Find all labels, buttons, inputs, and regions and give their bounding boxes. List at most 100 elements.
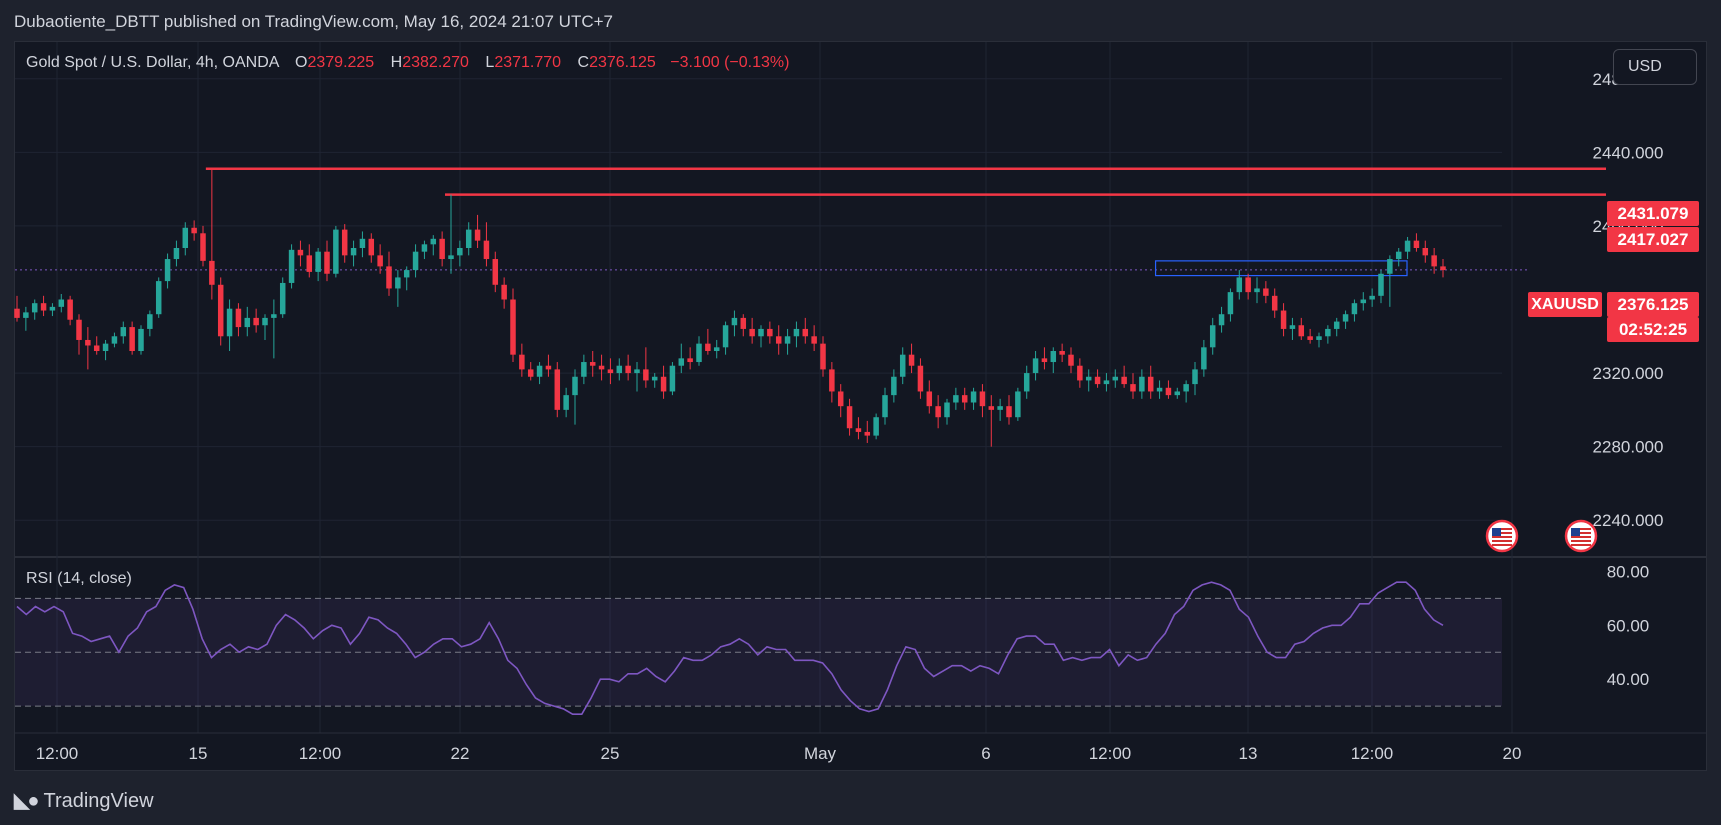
candle-body xyxy=(651,376,658,381)
candle xyxy=(120,321,127,344)
candle xyxy=(1103,373,1110,392)
high-value: 2382.270 xyxy=(402,54,469,71)
current-price-tag: 2376.125 xyxy=(1607,292,1699,317)
candle xyxy=(200,225,206,267)
us-flag-event-icon[interactable] xyxy=(1564,519,1598,553)
candle-body xyxy=(1209,325,1216,348)
candle xyxy=(607,358,614,385)
candle-body xyxy=(341,229,348,256)
candle-body xyxy=(758,328,764,337)
candle-body xyxy=(616,365,623,374)
candle xyxy=(1112,369,1119,388)
flag-stripe xyxy=(1571,544,1591,546)
candle xyxy=(820,336,826,377)
candle-body xyxy=(386,266,392,289)
candle xyxy=(1325,325,1331,344)
candle-body xyxy=(1139,376,1145,392)
candle xyxy=(1360,292,1367,311)
candle xyxy=(811,325,817,351)
chart-frame[interactable] xyxy=(14,41,1707,771)
candle-body xyxy=(1271,295,1278,311)
candle xyxy=(359,231,366,258)
candle-body xyxy=(581,362,587,377)
time-axis-label: 13 xyxy=(1239,744,1258,763)
candle xyxy=(873,413,879,440)
candle-body xyxy=(1068,354,1074,366)
candle-body xyxy=(1431,255,1437,267)
candle-body xyxy=(545,365,552,370)
candle-body xyxy=(138,328,144,351)
candle xyxy=(1298,317,1305,340)
candle xyxy=(837,384,844,418)
candle xyxy=(1280,303,1287,337)
candle xyxy=(67,295,73,326)
candle-body xyxy=(1413,240,1420,248)
candle xyxy=(155,277,162,318)
candle xyxy=(651,373,658,388)
grid-lines xyxy=(15,42,1706,734)
candle-body xyxy=(271,314,277,318)
low-label: L xyxy=(485,54,495,71)
us-flag-event-icon[interactable] xyxy=(1485,519,1519,553)
candle xyxy=(1209,317,1216,355)
candle-body xyxy=(1289,325,1296,329)
rsi-line xyxy=(16,581,1444,715)
low-value: 2371.770 xyxy=(494,54,562,71)
candle xyxy=(634,362,640,392)
candle-body xyxy=(333,229,339,274)
candle xyxy=(1174,387,1181,399)
candle-body xyxy=(1325,328,1331,337)
candle-body xyxy=(891,376,897,396)
flag-stripe xyxy=(1492,544,1512,546)
candle-body xyxy=(306,255,313,272)
candle xyxy=(1059,343,1065,363)
candle-body xyxy=(350,248,357,256)
candlestick-series xyxy=(14,168,1446,447)
flag-stripe xyxy=(1492,532,1512,534)
candle xyxy=(412,244,419,278)
rsi-series xyxy=(16,581,1444,715)
currency-button[interactable]: USD xyxy=(1613,49,1697,85)
rsi-indicator-label[interactable]: RSI (14, close) xyxy=(26,570,132,587)
candle xyxy=(687,347,693,370)
candle-body xyxy=(687,358,693,363)
candle-body xyxy=(200,233,206,261)
candle-body xyxy=(67,299,73,320)
candle-body xyxy=(793,328,800,337)
close-label: C xyxy=(577,54,590,71)
candle xyxy=(1023,365,1030,399)
candle-body xyxy=(457,248,463,256)
time-axis-label: 22 xyxy=(451,744,470,763)
candle-body xyxy=(412,251,419,271)
candle-body xyxy=(935,406,941,418)
candle xyxy=(217,277,224,346)
candle-body xyxy=(1280,310,1287,329)
candle-body xyxy=(873,417,879,436)
candle xyxy=(722,321,729,355)
candle xyxy=(767,321,773,344)
candle-body xyxy=(297,249,304,256)
candle xyxy=(1413,233,1420,252)
candle xyxy=(1387,255,1393,307)
candle xyxy=(908,343,915,374)
candle-body xyxy=(740,317,747,329)
candle-body xyxy=(767,328,773,337)
candle xyxy=(262,314,268,340)
candle-body xyxy=(1333,321,1340,329)
candle-body xyxy=(377,255,383,267)
price-axis-label: 2240.000 xyxy=(1593,511,1664,530)
candle-body xyxy=(40,303,47,311)
flag-stripe xyxy=(1492,528,1512,530)
candle xyxy=(138,325,144,355)
candle xyxy=(775,325,782,355)
candle-body xyxy=(14,308,20,318)
candle-body xyxy=(448,255,454,260)
candle xyxy=(1085,369,1092,392)
candle-body xyxy=(359,238,366,248)
candle xyxy=(970,387,977,410)
candle-body xyxy=(147,314,153,329)
tradingview-logo[interactable]: ◣● TradingView xyxy=(14,788,154,813)
candle xyxy=(1245,273,1251,300)
candle xyxy=(333,225,339,278)
